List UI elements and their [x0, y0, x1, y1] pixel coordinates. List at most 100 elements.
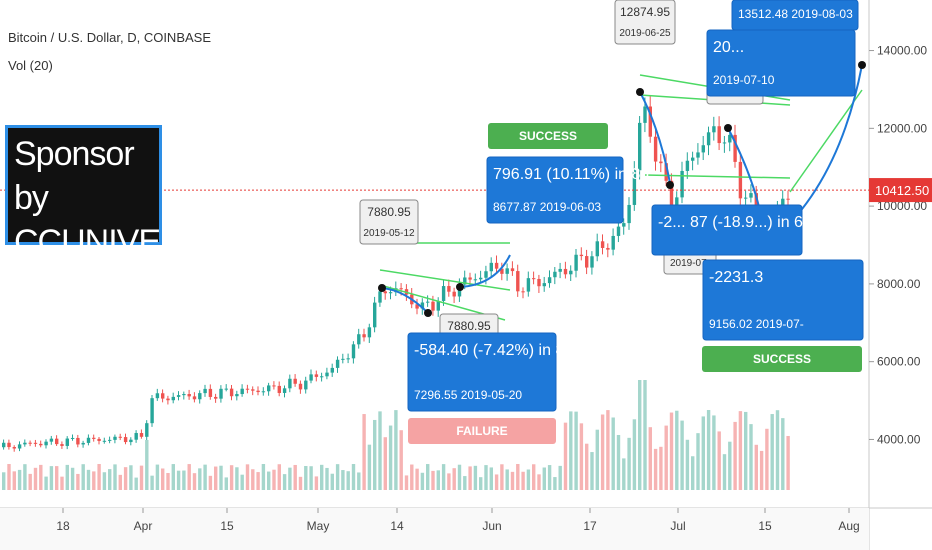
volume-bar — [627, 437, 631, 490]
candle-body — [786, 198, 790, 200]
price-label-value: 12874.95 — [620, 5, 670, 19]
volume-bar — [606, 410, 610, 490]
candle-body — [245, 388, 250, 390]
volume-bar — [542, 467, 546, 490]
volume-bar — [765, 428, 769, 490]
candle-body — [616, 226, 621, 236]
volume-bar — [150, 475, 154, 490]
volume-bar — [288, 467, 292, 490]
candle-body — [314, 374, 319, 377]
volume-bar — [229, 465, 234, 490]
candle-body — [675, 197, 679, 210]
volume-bar — [733, 421, 737, 490]
candle-body — [298, 383, 303, 390]
candle-body — [235, 394, 239, 397]
candle-body — [744, 197, 748, 199]
candle-body — [378, 291, 382, 303]
pivot-dot — [666, 181, 674, 189]
candle-body — [532, 278, 536, 280]
volume-bar — [415, 468, 419, 490]
x-tick-label: Aug — [838, 519, 859, 533]
candle-body — [415, 304, 419, 309]
candle-body — [49, 438, 54, 442]
outcome-label: SUCCESS — [519, 129, 577, 143]
candle-body — [468, 277, 472, 280]
candle-body — [606, 247, 610, 250]
outcome-badge-success-1 — [488, 123, 608, 149]
volume-bar — [76, 473, 80, 490]
volume-bar — [659, 446, 663, 490]
candle-body — [346, 358, 350, 360]
pivot-dot — [456, 283, 464, 291]
candle-body — [304, 380, 308, 390]
volume-bar — [219, 465, 223, 490]
volume-bar — [33, 467, 38, 490]
candle-body — [65, 438, 69, 446]
volume-bar — [7, 464, 11, 490]
volume-group — [2, 380, 790, 490]
candle-body — [754, 193, 758, 211]
last-price-text: 10412.50 — [875, 183, 929, 198]
move-arc — [459, 254, 511, 288]
candle-body — [277, 385, 281, 393]
volume-bar — [113, 464, 117, 490]
volume-bar — [304, 466, 308, 490]
sponsor-line-2: CCUNIVERSE — [14, 223, 228, 261]
volume-bar — [123, 467, 128, 490]
candle-body — [272, 385, 276, 387]
volume-bar — [28, 473, 32, 490]
volume-bar — [70, 467, 75, 490]
volume-bar — [436, 470, 440, 490]
candle-body — [441, 286, 446, 301]
candle-body — [600, 241, 605, 248]
candle-body — [712, 126, 716, 133]
candle-body — [547, 277, 552, 284]
price-label-date: 2019-06-25 — [619, 28, 671, 39]
candle-body — [240, 388, 244, 395]
volume-bar — [139, 465, 144, 490]
price-label-date: 2019-05-12 — [363, 228, 415, 239]
volume-bar — [611, 417, 615, 490]
candle-body — [219, 388, 223, 399]
volume-bar — [267, 471, 271, 490]
candle-body — [733, 134, 737, 162]
candle-body — [426, 301, 430, 303]
candle-body — [479, 277, 483, 280]
candle-body — [187, 394, 191, 397]
candle-body — [447, 286, 451, 292]
candle-body — [781, 198, 785, 207]
volume-bar — [335, 464, 340, 490]
volume-bar — [171, 464, 175, 490]
volume-bar — [256, 472, 260, 490]
volume-bar — [282, 474, 287, 490]
candle-body — [166, 398, 170, 401]
candle-body — [76, 437, 80, 445]
candle-body — [648, 106, 652, 137]
volume-bar — [86, 469, 91, 490]
volume-bar — [595, 429, 599, 490]
candle-body — [129, 439, 133, 443]
move-callout-5 — [731, 0, 859, 31]
candle-body — [611, 235, 615, 250]
volume-bar — [341, 470, 345, 490]
candle-body — [632, 170, 637, 205]
x-tick-label: 17 — [583, 519, 597, 533]
volume-bar — [643, 380, 647, 490]
volume-bar — [468, 466, 472, 490]
volume-bar — [39, 464, 43, 490]
x-tick-label: 15 — [220, 519, 234, 533]
volume-bar — [65, 464, 69, 490]
volume-bar — [298, 476, 303, 490]
volume-bar — [484, 465, 488, 490]
candle-body — [484, 271, 488, 278]
move-change-text: 20... — [713, 39, 744, 56]
outcome-label: SUCCESS — [753, 352, 811, 366]
volume-bar — [176, 470, 181, 490]
volume-bar — [622, 458, 626, 490]
volume-bar — [749, 424, 753, 490]
candle-body — [505, 268, 509, 274]
volume-bar — [17, 469, 22, 490]
candle-body — [134, 433, 138, 440]
price-label-box — [614, 0, 676, 45]
